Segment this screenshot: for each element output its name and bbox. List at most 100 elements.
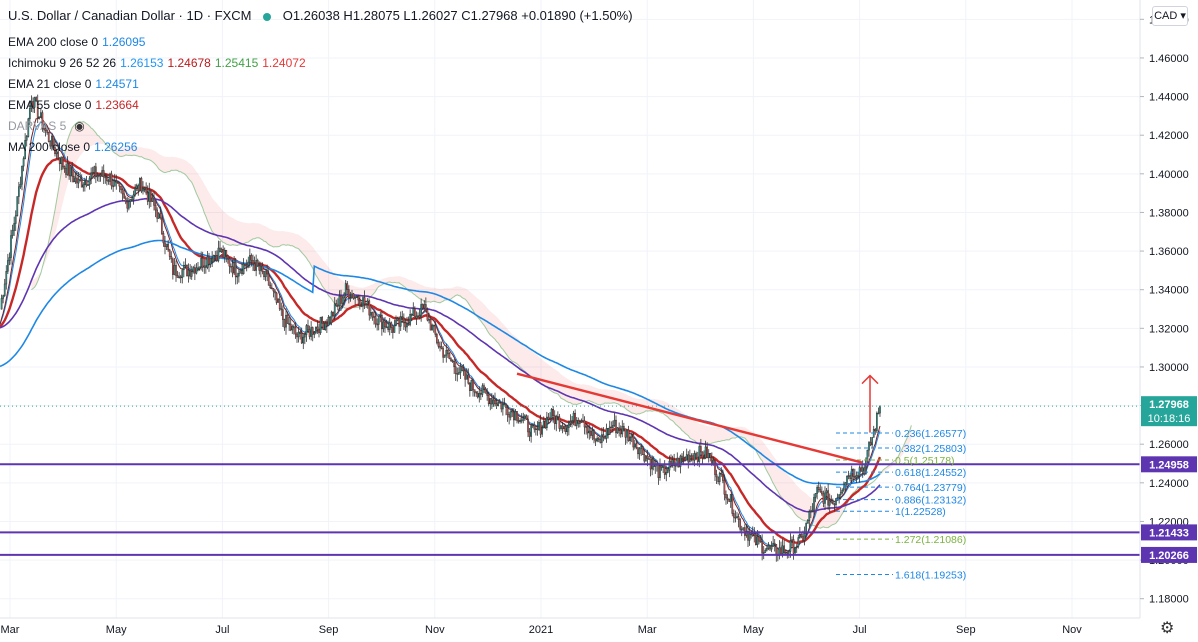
candle-body [82,184,85,188]
candle-body [687,454,690,463]
candle-body [76,177,78,184]
candle-body [186,264,188,277]
candle-body [563,426,565,430]
candle-body [101,170,103,177]
candle-body [830,500,833,503]
candle-body [458,372,460,375]
candle-body [403,317,405,324]
candle-body [217,247,220,261]
candle-body [571,420,573,422]
time-axis[interactable]: Mar May Jul Sep Nov 2021 Mar May Jul Sep Nov [1,624,1083,636]
candle-body [399,316,402,327]
candle-body [25,136,28,141]
candle-body [406,323,408,328]
candle-body [792,539,795,554]
candle-body [283,319,286,328]
candle-body [806,520,809,524]
candle-body [74,177,77,183]
indicator-row[interactable]: EMA 200 close 0 1.26095 [8,32,648,53]
candle-body [109,173,111,182]
candle-body [874,429,877,432]
candle-body [608,426,611,435]
y-tick-label: 1.40000 [1149,169,1189,181]
candle-body [346,283,349,290]
indicator-row[interactable]: Ichimoku 9 26 52 26 1.26153 1.24678 1.25415… [8,53,648,74]
candle-body [690,455,693,457]
candle-body [539,422,542,435]
candle-body [703,457,705,459]
candle-body [79,179,81,181]
candle-body [541,427,543,435]
settings-gear-icon[interactable]: ⚙ [1160,620,1175,637]
fib-label: 1(1.22528) [895,506,946,518]
candle-body [44,128,47,131]
candle-body [447,350,449,354]
candle-body [629,436,631,441]
currency-button[interactable]: CAD ▾ [1152,6,1188,26]
candle-body [241,270,243,275]
candle-body [643,454,646,462]
candle-body [599,439,602,443]
candle-body [366,300,369,305]
indicator-row[interactable]: MA 200 close 0 1.26256 [8,137,648,158]
candle-body [357,296,360,301]
candle-body [143,187,146,190]
candle-body [223,249,226,258]
indicator-value: 1.23664 [95,98,139,112]
candle-body [19,183,22,188]
candle-body [159,213,162,219]
candle-body [313,332,316,335]
candle-body [139,178,141,192]
candle-body [275,292,278,303]
candle-body [569,421,572,424]
candle-body [198,266,201,269]
visibility-eye-icon[interactable]: ◉ [74,119,85,133]
candle-body [736,516,738,519]
y-tick-label: 1.32000 [1149,323,1189,335]
candle-body [178,276,180,279]
y-tick-label: 1.34000 [1149,285,1189,297]
indicator-row[interactable]: EMA 21 close 0 1.24571 [8,74,648,95]
candle-body [514,411,517,421]
candle-body [645,455,647,462]
candle-body [693,453,696,461]
indicator-row[interactable]: DARVAS 5 ◉ [8,116,648,137]
candle-body [833,503,836,506]
candle-body [665,472,668,475]
price-axis[interactable]: 1.180001.200001.220001.240001.260001.280… [1140,14,1189,606]
indicator-label: Ichimoku 9 26 52 26 [8,56,117,70]
indicator-value: 1.26153 [120,56,164,70]
candle-body [492,399,495,405]
candle-body [129,198,132,202]
candle-body [519,419,521,422]
candle-body [593,430,595,440]
candle-body [784,551,787,554]
indicator-row[interactable]: EMA 55 close 0 1.23664 [8,95,648,116]
indicator-value: 1.25415 [214,56,259,70]
candle-body [134,188,136,196]
candle-body [153,197,155,206]
candle-body [525,415,528,420]
candle-body [187,270,190,277]
candle-body [813,497,815,511]
trendline[interactable] [516,372,863,464]
candle-body [538,422,540,430]
candle-body [670,460,672,464]
candle-body [151,197,154,202]
candle-body [35,97,37,102]
candle-body [836,497,839,499]
candle-body [344,283,347,295]
candle-body [846,475,848,483]
fib-label: 0.764(1.23779) [895,482,966,494]
candle-body [58,157,61,164]
symbol-row[interactable]: U.S. Dollar / Canadian Dollar · 1D · FXC… [8,0,648,32]
candle-body [385,326,388,329]
candle-body [194,267,196,274]
symbol-title[interactable]: U.S. Dollar / Canadian Dollar · 1D · FXC… [8,8,252,23]
candle-body [3,283,6,296]
candle-body [195,267,198,274]
candle-body [553,415,556,424]
candle-body [162,233,165,244]
candle-body [203,265,206,268]
